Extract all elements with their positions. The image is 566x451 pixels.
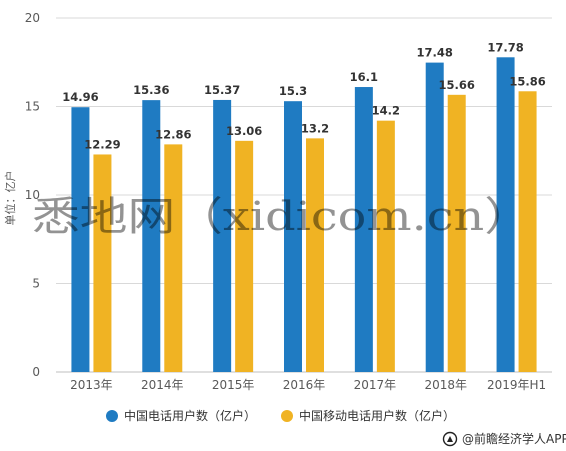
y-tick-label: 10: [25, 188, 40, 202]
y-axis-label: 单位：亿户: [3, 171, 17, 226]
bar-telephone-users: [142, 100, 161, 373]
bar-mobile-users: [306, 138, 324, 372]
gridlines: [56, 17, 552, 284]
legend-label: 中国移动电话用户数（亿户）: [299, 408, 455, 423]
bar-value-label: 12.29: [84, 137, 120, 151]
legend-label: 中国电话用户数（亿户）: [124, 408, 256, 423]
y-tick-label: 5: [32, 277, 40, 291]
x-tick-label: 2019年H1: [487, 378, 546, 392]
bar-value-label: 17.48: [417, 46, 453, 60]
bar-value-label: 17.78: [487, 40, 523, 54]
x-tick-label: 2015年: [212, 378, 255, 392]
bar-value-label: 15.86: [509, 74, 545, 88]
y-tick-label: 20: [25, 11, 40, 25]
bar-telephone-users: [284, 101, 302, 372]
x-axis-ticks: 2013年 2014年 2015年 2016年 2017年 2018年 2019年H1: [70, 378, 546, 392]
bar-value-label: 14.96: [62, 90, 98, 104]
legend: 中国电话用户数（亿户） 中国移动电话用户数（亿户）: [106, 408, 455, 423]
bar-value-label: 13.06: [226, 124, 262, 138]
y-tick-label: 15: [25, 100, 40, 114]
x-tick-label: 2017年: [354, 378, 397, 392]
y-axis-ticks: 0 5 10 15 20: [25, 11, 40, 379]
x-tick-label: 2016年: [283, 378, 326, 392]
x-tick-label: 2014年: [141, 378, 184, 392]
watermark: 悉地网（xidicom.cn）: [32, 194, 532, 240]
bar-mobile-users: [518, 91, 537, 372]
x-tick-label: 2013年: [70, 378, 113, 392]
bar-mobile-users: [235, 140, 254, 372]
y-tick-label: 0: [32, 365, 40, 379]
bar-value-labels: 14.96 12.29 15.36 12.86 15.37 13.06 15.3 13.2 16…: [62, 40, 546, 151]
bar-mobile-users: [447, 94, 466, 373]
bar-telephone-users: [425, 62, 444, 372]
qianzhan-logo-icon: [442, 431, 458, 447]
bar-value-label: 12.86: [155, 127, 191, 141]
x-tick-label: 2018年: [424, 378, 467, 392]
bar-telephone-users: [496, 57, 515, 372]
bar-value-label: 15.36: [133, 83, 169, 97]
bar-value-label: 16.1: [350, 70, 378, 84]
source: @前瞻经济学人APP: [442, 431, 566, 447]
bar-telephone-users: [71, 107, 90, 372]
bar-value-label: 14.2: [372, 104, 400, 118]
legend-marker: [106, 410, 118, 422]
bar-mobile-users: [93, 154, 112, 372]
bar-telephone-users: [354, 87, 373, 372]
bars: [71, 57, 537, 373]
bar-mobile-users: [376, 120, 395, 372]
bar-value-label: 15.66: [439, 78, 475, 92]
bar-value-label: 15.37: [204, 83, 240, 97]
legend-marker: [281, 410, 293, 422]
source-text: @前瞻经济学人APP: [462, 431, 566, 446]
bar-mobile-users: [164, 144, 183, 372]
bar-value-label: 13.2: [301, 121, 329, 135]
bar-telephone-users: [213, 99, 232, 373]
bar-value-label: 15.3: [279, 84, 307, 98]
